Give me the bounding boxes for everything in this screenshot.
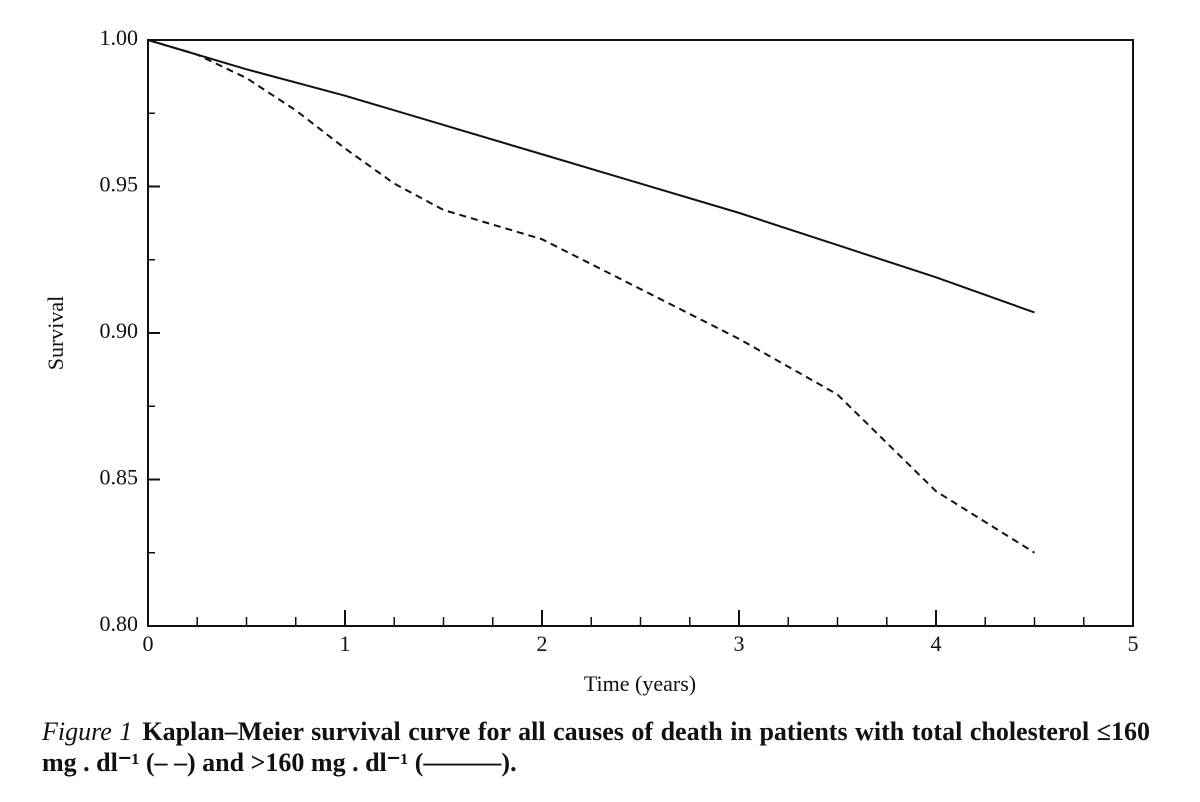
- x-tick-label: 0: [143, 631, 154, 656]
- x-tick-label: 5: [1128, 631, 1139, 656]
- x-tick-label: 3: [734, 631, 745, 656]
- x-tick-label: 2: [537, 631, 548, 656]
- series-line: [147, 39, 1036, 554]
- plot-frame: [147, 39, 1134, 627]
- y-tick-label: 0.80: [100, 611, 139, 636]
- x-axis-label: Time (years): [584, 671, 696, 696]
- y-tick-label: 1.00: [100, 25, 139, 50]
- caption-label: Figure 1: [42, 717, 133, 746]
- series-line: [147, 39, 1035, 314]
- chart: Time (years) Survival 0.80 0.85 0.90 0.95 1.…: [43, 25, 1139, 696]
- y-axis-label: Survival: [43, 296, 68, 371]
- x-tick-label: 1: [340, 631, 351, 656]
- x-tick-label: 4: [931, 631, 942, 656]
- figure-caption: Figure 1 Kaplan–Meier survival curve for …: [42, 716, 1150, 778]
- caption-text: Kaplan–Meier survival curve for all caus…: [42, 717, 1150, 777]
- y-tick-label: 0.85: [100, 465, 139, 490]
- y-tick-label: 0.95: [100, 172, 139, 197]
- y-tick-label: 0.90: [100, 318, 139, 343]
